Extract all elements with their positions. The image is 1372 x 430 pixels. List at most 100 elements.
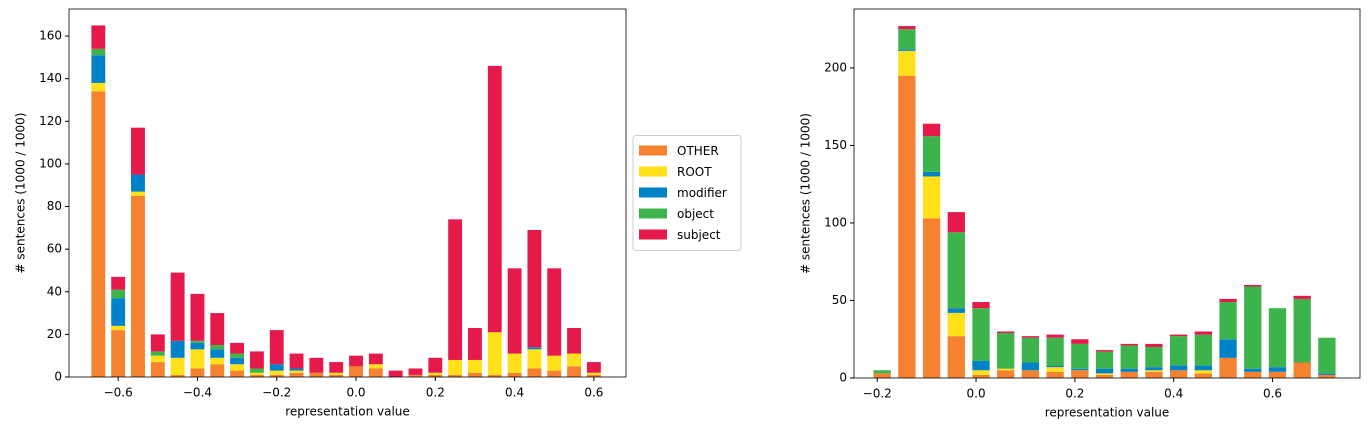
bar-segment: [131, 191, 145, 196]
bar-segment: [873, 373, 891, 378]
bar-segment: [269, 374, 284, 377]
bar-segment: [898, 49, 916, 51]
bar-segment: [972, 308, 990, 361]
bar-segment: [1194, 365, 1213, 371]
bar-segment: [1021, 362, 1040, 371]
bar-segment: [131, 174, 145, 192]
bar-segment: [1021, 336, 1040, 338]
bar-segment: [249, 368, 264, 373]
y-tick-label: 40: [47, 284, 62, 298]
bar-segment: [1293, 298, 1311, 363]
bar-segment: [428, 374, 443, 377]
legend-swatch: [639, 187, 667, 198]
bar-segment: [1194, 373, 1213, 378]
bar-segment: [249, 372, 264, 375]
bar-segment: [1194, 331, 1213, 335]
bar-segment: [1170, 336, 1188, 366]
bar-segment: [1219, 298, 1237, 303]
bar-segment: [1293, 295, 1311, 299]
bar-segment: [190, 342, 205, 350]
bar-segment: [269, 370, 284, 375]
bar-segment: [289, 368, 304, 371]
x-tick-label: −0.6: [104, 386, 133, 400]
bar-segment: [547, 370, 562, 377]
bar-segment: [1293, 362, 1311, 378]
bar-segment: [567, 327, 582, 354]
bar-segment: [507, 268, 522, 354]
bar-segment: [349, 366, 363, 377]
bar-segment: [448, 359, 463, 375]
bar-segment: [111, 330, 126, 377]
bar-segment: [170, 340, 185, 358]
bar-segment: [150, 351, 165, 356]
legend-label: OTHER: [677, 144, 719, 158]
bar-segment: [269, 364, 284, 371]
bar-segment: [997, 333, 1015, 369]
bar-segment: [527, 349, 542, 369]
bar-segment: [487, 374, 502, 377]
y-tick-label: 100: [824, 215, 847, 229]
bar-segment: [922, 218, 941, 378]
bar-segment: [1170, 370, 1188, 378]
x-tick-label: 0.0: [346, 386, 365, 400]
legend-swatch: [639, 208, 667, 219]
bar-segment: [289, 372, 304, 377]
bar-segment: [1145, 367, 1163, 371]
x-tick-label: 0.4: [505, 386, 524, 400]
bar-segment: [947, 212, 965, 233]
bar-segment: [527, 368, 542, 377]
bar-segment: [1194, 334, 1213, 366]
bar-segment: [1120, 371, 1138, 378]
bar-segment: [947, 312, 965, 337]
x-axis-label: representation value: [285, 405, 410, 419]
legend: OTHER ROOT modifier object subject: [632, 135, 742, 251]
bar-segment: [507, 372, 522, 377]
bar-segment: [468, 327, 482, 360]
bar-segment: [947, 232, 965, 309]
legend-label: modifier: [677, 186, 727, 200]
bar-segment: [1095, 373, 1114, 375]
bar-segment: [170, 374, 185, 377]
bar-segment: [527, 229, 542, 348]
bar-segment: [1244, 371, 1262, 378]
bar-segment: [309, 357, 324, 373]
bar-segment: [586, 362, 601, 373]
bar-segment: [249, 374, 264, 377]
bar-segment: [388, 370, 403, 377]
bar-segment: [1095, 350, 1114, 352]
bar-segment: [329, 374, 344, 377]
x-tick-label: −0.2: [863, 387, 892, 401]
chart: 0 50 100 150 200 −0.2 0.0 0.2 0.4 0.6 representati…: [799, 8, 1361, 420]
bar-segment: [111, 298, 126, 326]
bar-segment: [1318, 373, 1336, 375]
bar-segment: [1145, 346, 1163, 368]
bar-segment: [487, 65, 502, 333]
bar-segment: [111, 289, 126, 299]
bar-segment: [898, 26, 916, 30]
y-tick-label: 150: [824, 138, 847, 152]
bar-segment: [1095, 368, 1114, 374]
bar-segment: [1120, 368, 1138, 372]
bar-segment: [586, 372, 601, 375]
bar-segment: [1120, 345, 1138, 369]
bar-segment: [190, 293, 205, 341]
bar-segment: [1268, 371, 1287, 378]
bar-segment: [170, 272, 185, 341]
bar-segment: [1170, 365, 1188, 371]
plot-frame: [853, 8, 1361, 379]
bar-segment: [507, 353, 522, 373]
bar-segment: [368, 368, 383, 377]
bar-segment: [131, 195, 145, 377]
bar-segment: [1268, 308, 1287, 368]
bar-segment: [111, 276, 126, 290]
bar-segment: [230, 370, 245, 377]
bar-segment: [448, 374, 463, 377]
bar-segment: [547, 355, 562, 371]
y-tick-label: 0: [54, 370, 62, 384]
bar-segment: [309, 372, 324, 377]
bar-segment: [1046, 371, 1064, 378]
legend-label: object: [677, 207, 714, 221]
bar-segment: [972, 360, 990, 371]
bar-segment: [1046, 367, 1064, 372]
bar-segment: [269, 330, 284, 365]
